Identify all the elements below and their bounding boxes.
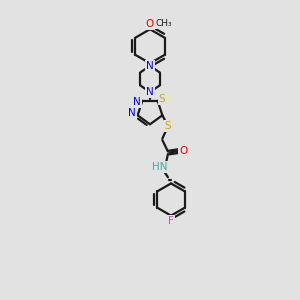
Text: S: S	[159, 94, 165, 104]
Text: F: F	[168, 216, 174, 226]
Text: HN: HN	[152, 162, 167, 172]
Text: S: S	[165, 121, 171, 131]
Text: O: O	[179, 146, 188, 156]
Text: N: N	[146, 87, 154, 97]
Text: N: N	[133, 97, 141, 107]
Text: N: N	[146, 61, 154, 71]
Text: CH₃: CH₃	[156, 19, 172, 28]
Text: O: O	[146, 19, 154, 29]
Text: N: N	[128, 108, 136, 118]
